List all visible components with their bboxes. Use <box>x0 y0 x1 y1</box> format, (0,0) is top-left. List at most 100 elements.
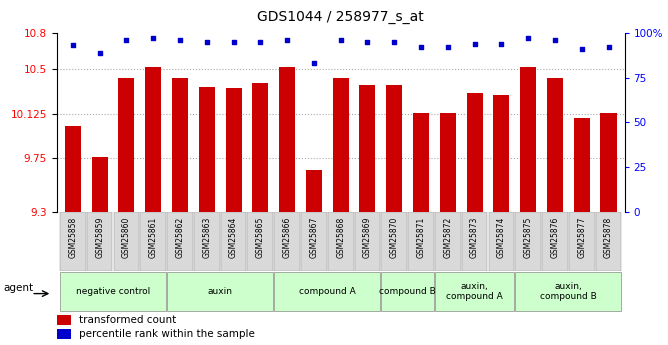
Text: GSM25858: GSM25858 <box>68 217 77 258</box>
Bar <box>65 126 81 212</box>
Text: compound A: compound A <box>299 287 355 296</box>
Point <box>469 41 480 46</box>
Bar <box>57 315 71 325</box>
Text: GDS1044 / 258977_s_at: GDS1044 / 258977_s_at <box>257 10 424 24</box>
Point <box>576 46 587 52</box>
FancyBboxPatch shape <box>462 212 488 271</box>
FancyBboxPatch shape <box>167 212 193 271</box>
FancyBboxPatch shape <box>381 212 407 271</box>
Bar <box>413 113 429 212</box>
Bar <box>172 78 188 212</box>
FancyBboxPatch shape <box>87 212 112 271</box>
Text: GSM25864: GSM25864 <box>229 217 238 258</box>
Text: GSM25872: GSM25872 <box>444 217 452 258</box>
FancyBboxPatch shape <box>435 212 461 271</box>
Point <box>362 39 373 45</box>
Text: GSM25868: GSM25868 <box>336 217 345 258</box>
Point <box>389 39 399 45</box>
Text: GSM25859: GSM25859 <box>95 217 104 258</box>
FancyBboxPatch shape <box>381 272 434 312</box>
Text: GSM25874: GSM25874 <box>497 217 506 258</box>
Text: GSM25875: GSM25875 <box>524 217 532 258</box>
Bar <box>145 68 161 212</box>
Text: GSM25876: GSM25876 <box>550 217 559 258</box>
Point <box>94 50 105 55</box>
FancyBboxPatch shape <box>220 212 246 271</box>
Text: negative control: negative control <box>76 287 150 296</box>
FancyBboxPatch shape <box>515 272 621 312</box>
FancyBboxPatch shape <box>408 212 434 271</box>
FancyBboxPatch shape <box>488 212 514 271</box>
Bar <box>57 329 71 339</box>
Bar <box>199 87 215 212</box>
FancyBboxPatch shape <box>355 212 380 271</box>
Text: GSM25877: GSM25877 <box>577 217 587 258</box>
Bar <box>333 78 349 212</box>
FancyBboxPatch shape <box>60 272 166 312</box>
Text: transformed count: transformed count <box>79 315 177 325</box>
Text: GSM25862: GSM25862 <box>176 217 184 258</box>
Point <box>523 36 534 41</box>
Point <box>282 37 293 43</box>
FancyBboxPatch shape <box>275 272 380 312</box>
Point <box>228 39 239 45</box>
Text: GSM25871: GSM25871 <box>417 217 426 258</box>
Point <box>309 60 319 66</box>
Point <box>415 45 426 50</box>
FancyBboxPatch shape <box>275 212 300 271</box>
Bar <box>359 86 375 212</box>
Text: GSM25878: GSM25878 <box>604 217 613 258</box>
Text: GSM25866: GSM25866 <box>283 217 292 258</box>
Bar <box>494 95 510 212</box>
Text: auxin,
compound B: auxin, compound B <box>540 282 597 301</box>
Text: percentile rank within the sample: percentile rank within the sample <box>79 329 255 339</box>
Point <box>335 37 346 43</box>
Bar <box>520 68 536 212</box>
Point <box>550 37 560 43</box>
FancyBboxPatch shape <box>167 272 273 312</box>
Text: auxin: auxin <box>208 287 232 296</box>
Bar <box>386 86 402 212</box>
Point <box>67 42 78 48</box>
Bar <box>547 78 563 212</box>
FancyBboxPatch shape <box>569 212 595 271</box>
Point <box>442 45 453 50</box>
Point <box>255 39 266 45</box>
Bar <box>253 83 269 212</box>
Text: GSM25869: GSM25869 <box>363 217 372 258</box>
Point <box>496 41 507 46</box>
Point <box>148 36 158 41</box>
Point <box>174 37 185 43</box>
Text: GSM25870: GSM25870 <box>389 217 399 258</box>
Text: GSM25867: GSM25867 <box>309 217 319 258</box>
Point <box>202 39 212 45</box>
Bar <box>118 78 134 212</box>
Text: agent: agent <box>3 283 33 293</box>
Bar <box>466 92 483 212</box>
FancyBboxPatch shape <box>596 212 621 271</box>
Bar <box>279 68 295 212</box>
Bar <box>306 170 322 212</box>
FancyBboxPatch shape <box>435 272 514 312</box>
FancyBboxPatch shape <box>328 212 353 271</box>
FancyBboxPatch shape <box>515 212 541 271</box>
Bar <box>440 113 456 212</box>
Bar <box>601 113 617 212</box>
FancyBboxPatch shape <box>114 212 139 271</box>
Bar <box>226 88 242 212</box>
Text: auxin,
compound A: auxin, compound A <box>446 282 503 301</box>
Bar <box>92 157 108 212</box>
Text: GSM25860: GSM25860 <box>122 217 131 258</box>
Text: GSM25863: GSM25863 <box>202 217 211 258</box>
Text: GSM25865: GSM25865 <box>256 217 265 258</box>
Point <box>121 37 132 43</box>
FancyBboxPatch shape <box>60 212 86 271</box>
Text: GSM25861: GSM25861 <box>149 217 158 258</box>
Point <box>603 45 614 50</box>
FancyBboxPatch shape <box>194 212 220 271</box>
FancyBboxPatch shape <box>140 212 166 271</box>
FancyBboxPatch shape <box>247 212 273 271</box>
FancyBboxPatch shape <box>301 212 327 271</box>
Text: compound B: compound B <box>379 287 436 296</box>
Bar <box>574 118 590 212</box>
